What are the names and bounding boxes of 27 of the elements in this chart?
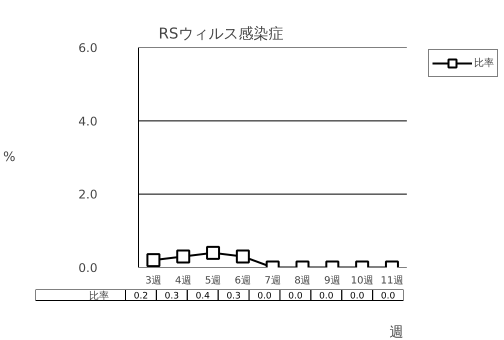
legend-label: 比率 — [474, 56, 494, 70]
data-label: 0.0 — [319, 292, 334, 302]
data-label: 0.3 — [164, 292, 180, 302]
data-label: 0.0 — [380, 292, 396, 302]
y-tick-label: 4.0 — [78, 114, 98, 128]
x-axis-title: 週 — [390, 324, 404, 340]
x-tick-label: 3週 — [145, 276, 162, 286]
x-tick-label: 11週 — [380, 276, 404, 286]
y-tick-label: 6.0 — [78, 41, 98, 55]
data-label: 0.0 — [288, 292, 303, 302]
chart-title: RSウィルス感染症 — [158, 24, 284, 42]
x-tick-label: 4週 — [175, 276, 192, 286]
x-tick-label: 10週 — [350, 276, 374, 286]
y-tick-label: 0.0 — [78, 261, 98, 275]
x-tick-label: 6週 — [234, 276, 252, 286]
x-tick-label: 9週 — [324, 276, 341, 286]
text: 比率 — [89, 291, 109, 302]
y-tick-label: 2.0 — [78, 188, 98, 202]
data-label: 0.4 — [196, 292, 210, 302]
x-tick-label: 8週 — [294, 276, 311, 286]
x-tick-label: 7週 — [264, 276, 281, 286]
data-label: 0.0 — [257, 292, 272, 302]
data-label: 0.2 — [134, 292, 148, 302]
data-label: 0.3 — [226, 292, 241, 302]
x-tick-label: 5週 — [204, 276, 222, 286]
data-label: 0.0 — [350, 292, 365, 302]
y-axis-title: % — [3, 150, 16, 165]
